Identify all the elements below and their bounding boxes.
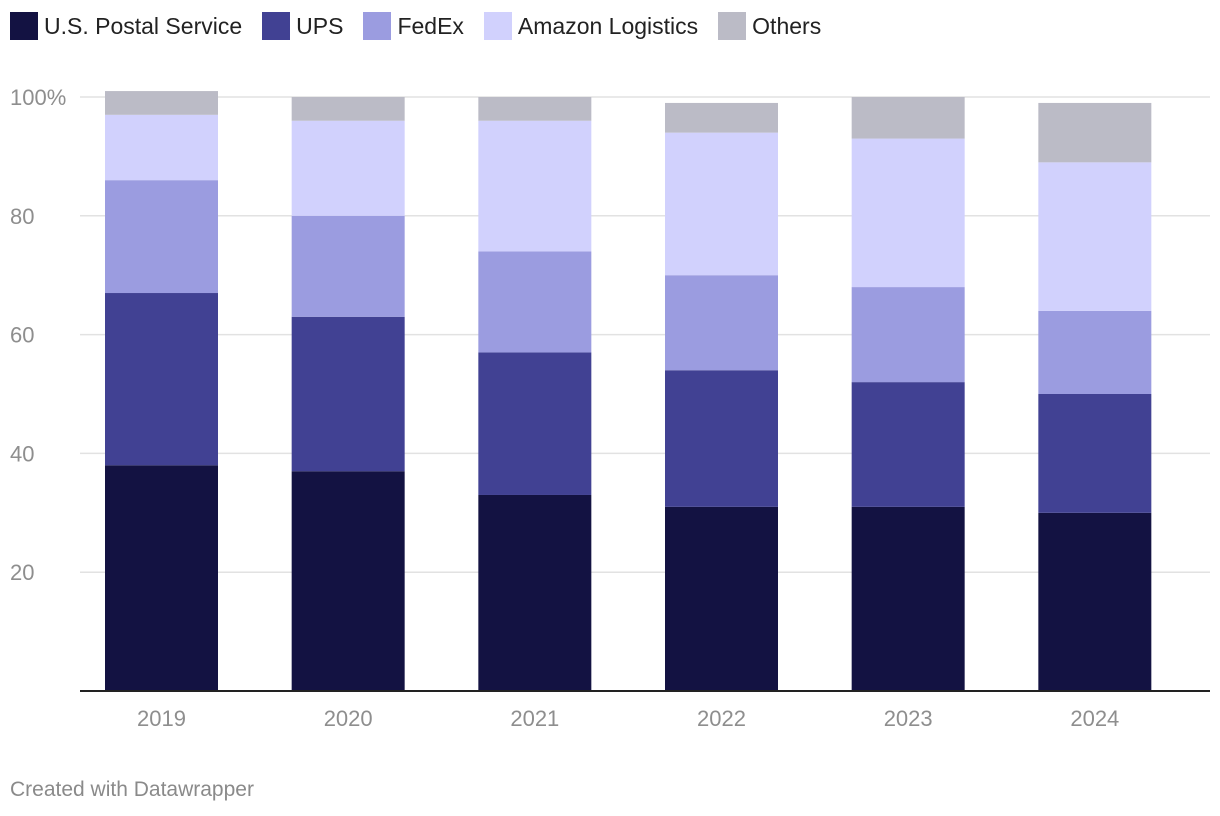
bar-2020-u-s-postal-service (291, 471, 405, 691)
legend-item-amazon-logistics: Amazon Logistics (483, 12, 699, 40)
bar-2021-amazon-logistics (478, 120, 592, 252)
bar-2023-ups (851, 382, 965, 507)
bar-2019-others (105, 91, 218, 115)
datawrapper-credit: Created with Datawrapper (10, 778, 254, 801)
legend-label-usps: U.S. Postal Service (44, 12, 243, 39)
legend-label-amazon-logistics: Amazon Logistics (517, 12, 699, 39)
y-tick-label-20: 20 (10, 560, 34, 585)
bar-2023-amazon-logistics (851, 138, 965, 288)
x-tick-label-2024: 2024 (1070, 706, 1119, 731)
legend-item-usps: U.S. Postal Service (10, 12, 242, 40)
legend-swatch-others (718, 12, 747, 40)
bar-2024-u-s-postal-service (1038, 512, 1152, 691)
bar-2022-amazon-logistics (665, 132, 778, 276)
y-tick-label-40: 40 (10, 441, 34, 466)
bar-2024-others (1038, 102, 1152, 163)
legend-swatch-usps (10, 12, 38, 40)
bar-2019-amazon-logistics (105, 114, 218, 181)
bar-2022-fedex (665, 275, 778, 371)
bar-2021-fedex (478, 251, 592, 353)
bar-2020-ups (291, 316, 405, 472)
bar-2023-u-s-postal-service (851, 506, 965, 691)
legend-label-ups: UPS (296, 12, 344, 39)
bar-2020-amazon-logistics (291, 120, 405, 216)
bar-2022-others (665, 102, 778, 133)
bar-2024-amazon-logistics (1038, 162, 1152, 311)
bar-2020-fedex (291, 215, 405, 317)
bar-2021-ups (478, 352, 592, 495)
x-tick-label-2023: 2023 (884, 706, 933, 731)
legend-swatch-fedex (363, 12, 392, 40)
bar-2019-ups (105, 293, 218, 466)
bar-2024-fedex (1038, 310, 1152, 394)
x-tick-label-2022: 2022 (697, 706, 746, 731)
legend-item-others: Others (718, 12, 821, 40)
y-tick-label-60: 60 (10, 323, 34, 348)
legend-item-fedex: FedEx (363, 12, 464, 40)
x-tick-label-2021: 2021 (510, 706, 559, 731)
y-tick-label-100: 100% (10, 85, 66, 110)
legend-swatch-ups (262, 12, 291, 40)
chart-legend: U.S. Postal Service UPS FedEx Amazon Log… (10, 12, 841, 40)
legend-label-others: Others (752, 12, 822, 39)
x-tick-label-2020: 2020 (324, 706, 373, 731)
bar-2021-others (478, 97, 592, 121)
bar-2020-others (291, 97, 405, 121)
bar-2021-u-s-postal-service (478, 494, 592, 691)
bar-2019-u-s-postal-service (105, 465, 218, 691)
y-tick-label-80: 80 (10, 204, 34, 229)
legend-swatch-amazon-logistics (483, 12, 512, 40)
bar-2022-u-s-postal-service (665, 506, 778, 691)
bar-2019-fedex (105, 180, 218, 294)
x-tick-label-2019: 2019 (137, 706, 186, 731)
bar-2023-others (851, 97, 965, 139)
bar-2023-fedex (851, 287, 965, 383)
legend-item-ups: UPS (262, 12, 343, 40)
bar-2022-ups (665, 370, 778, 507)
bar-2024-ups (1038, 394, 1152, 513)
legend-label-fedex: FedEx (397, 12, 464, 39)
